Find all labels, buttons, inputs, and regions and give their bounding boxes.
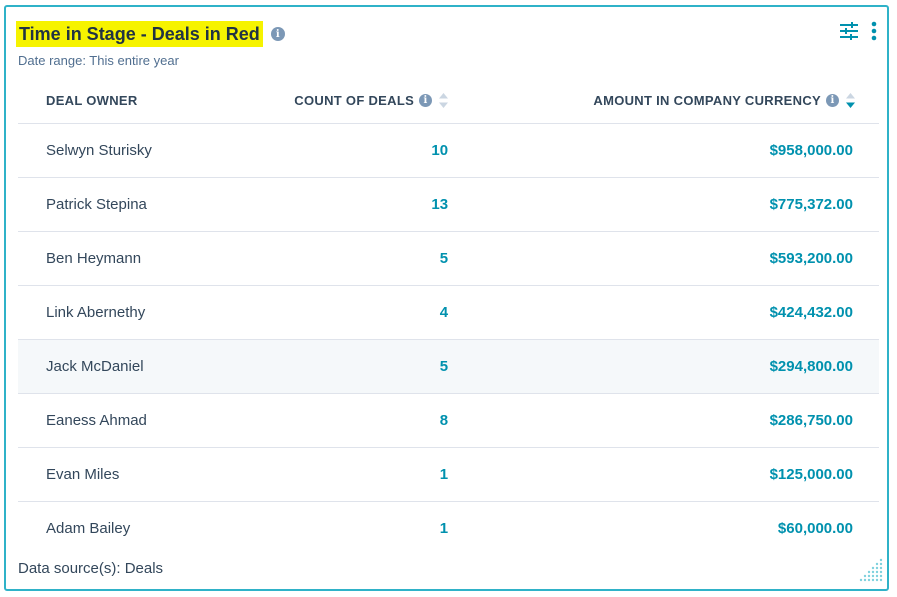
info-icon[interactable]: i xyxy=(270,27,285,41)
table-row[interactable]: Evan Miles 1 $125,000.00 xyxy=(18,447,879,502)
deals-table: DEAL OWNER COUNT OF DEALS i xyxy=(18,77,879,555)
count-cell[interactable]: 1 xyxy=(439,520,449,537)
filter-sliders-icon[interactable] xyxy=(839,22,859,40)
amount-cell[interactable]: $125,000.00 xyxy=(458,447,879,502)
deal-owner-cell: Patrick Stepina xyxy=(18,177,217,232)
table-row[interactable]: Jack McDaniel 5 $294,800.00 xyxy=(18,339,879,394)
table-row[interactable]: Ben Heymann 5 $593,200.00 xyxy=(18,231,879,286)
count-cell[interactable]: 13 xyxy=(216,177,459,232)
table-row[interactable]: Eaness Ahmad 8 $286,750.00 xyxy=(18,393,879,448)
deal-owner-cell: Link Abernethy xyxy=(18,285,217,340)
amount-cell[interactable]: $424,432.00 xyxy=(458,285,879,340)
count-cell[interactable]: 8 xyxy=(216,393,459,448)
table-row[interactable]: Adam Bailey 1 $60,000.00 xyxy=(18,502,879,556)
info-icon[interactable]: i xyxy=(826,93,839,107)
deal-owner-cell: Jack McDaniel xyxy=(18,339,217,394)
resize-handle-icon[interactable] xyxy=(859,556,885,587)
card-toolbar xyxy=(839,21,877,41)
count-cell[interactable]: 5 xyxy=(216,231,459,286)
count-cell[interactable]: 1 xyxy=(216,447,459,502)
deal-owner-cell: Eaness Ahmad xyxy=(18,393,217,448)
deal-owner-cell: Adam Bailey xyxy=(46,520,131,537)
amount-cell[interactable]: $958,000.00 xyxy=(458,123,879,178)
table-row[interactable]: Link Abernethy 4 $424,432.00 xyxy=(18,285,879,340)
count-cell[interactable]: 4 xyxy=(216,285,459,340)
amount-cell[interactable]: $60,000.00 xyxy=(777,520,853,537)
column-header-deal-owner[interactable]: DEAL OWNER xyxy=(18,77,217,124)
date-range-label: Date range: This entire year xyxy=(18,53,179,68)
amount-cell[interactable]: $286,750.00 xyxy=(458,393,879,448)
title-area: Time in Stage - Deals in Red i xyxy=(16,21,285,47)
table-row[interactable]: Selwyn Sturisky 10 $958,000.00 xyxy=(18,123,879,178)
info-icon[interactable]: i xyxy=(419,93,433,107)
deal-owner-cell: Evan Miles xyxy=(18,447,217,502)
data-source-label: Data source(s): Deals xyxy=(18,560,164,577)
table-row[interactable]: Patrick Stepina 13 $775,372.00 xyxy=(18,177,879,232)
count-cell[interactable]: 10 xyxy=(216,123,459,178)
count-cell[interactable]: 5 xyxy=(216,339,459,394)
sort-icon[interactable] xyxy=(439,92,449,108)
amount-cell[interactable]: $775,372.00 xyxy=(458,177,879,232)
deal-owner-cell: Ben Heymann xyxy=(18,231,217,286)
table-header-row: DEAL OWNER COUNT OF DEALS i xyxy=(18,77,879,124)
sort-descending-icon[interactable] xyxy=(846,92,855,108)
report-title[interactable]: Time in Stage - Deals in Red xyxy=(16,21,263,47)
amount-cell[interactable]: $593,200.00 xyxy=(458,231,879,286)
more-vertical-icon[interactable] xyxy=(871,21,877,41)
amount-cell[interactable]: $294,800.00 xyxy=(458,339,879,394)
deal-owner-cell: Selwyn Sturisky xyxy=(18,123,217,178)
column-header-amount[interactable]: AMOUNT IN COMPANY CURRENCY i xyxy=(458,77,879,124)
report-card: Time in Stage - Deals in Red i Date rang… xyxy=(4,5,889,591)
column-header-count-of-deals[interactable]: COUNT OF DEALS i xyxy=(216,77,459,124)
